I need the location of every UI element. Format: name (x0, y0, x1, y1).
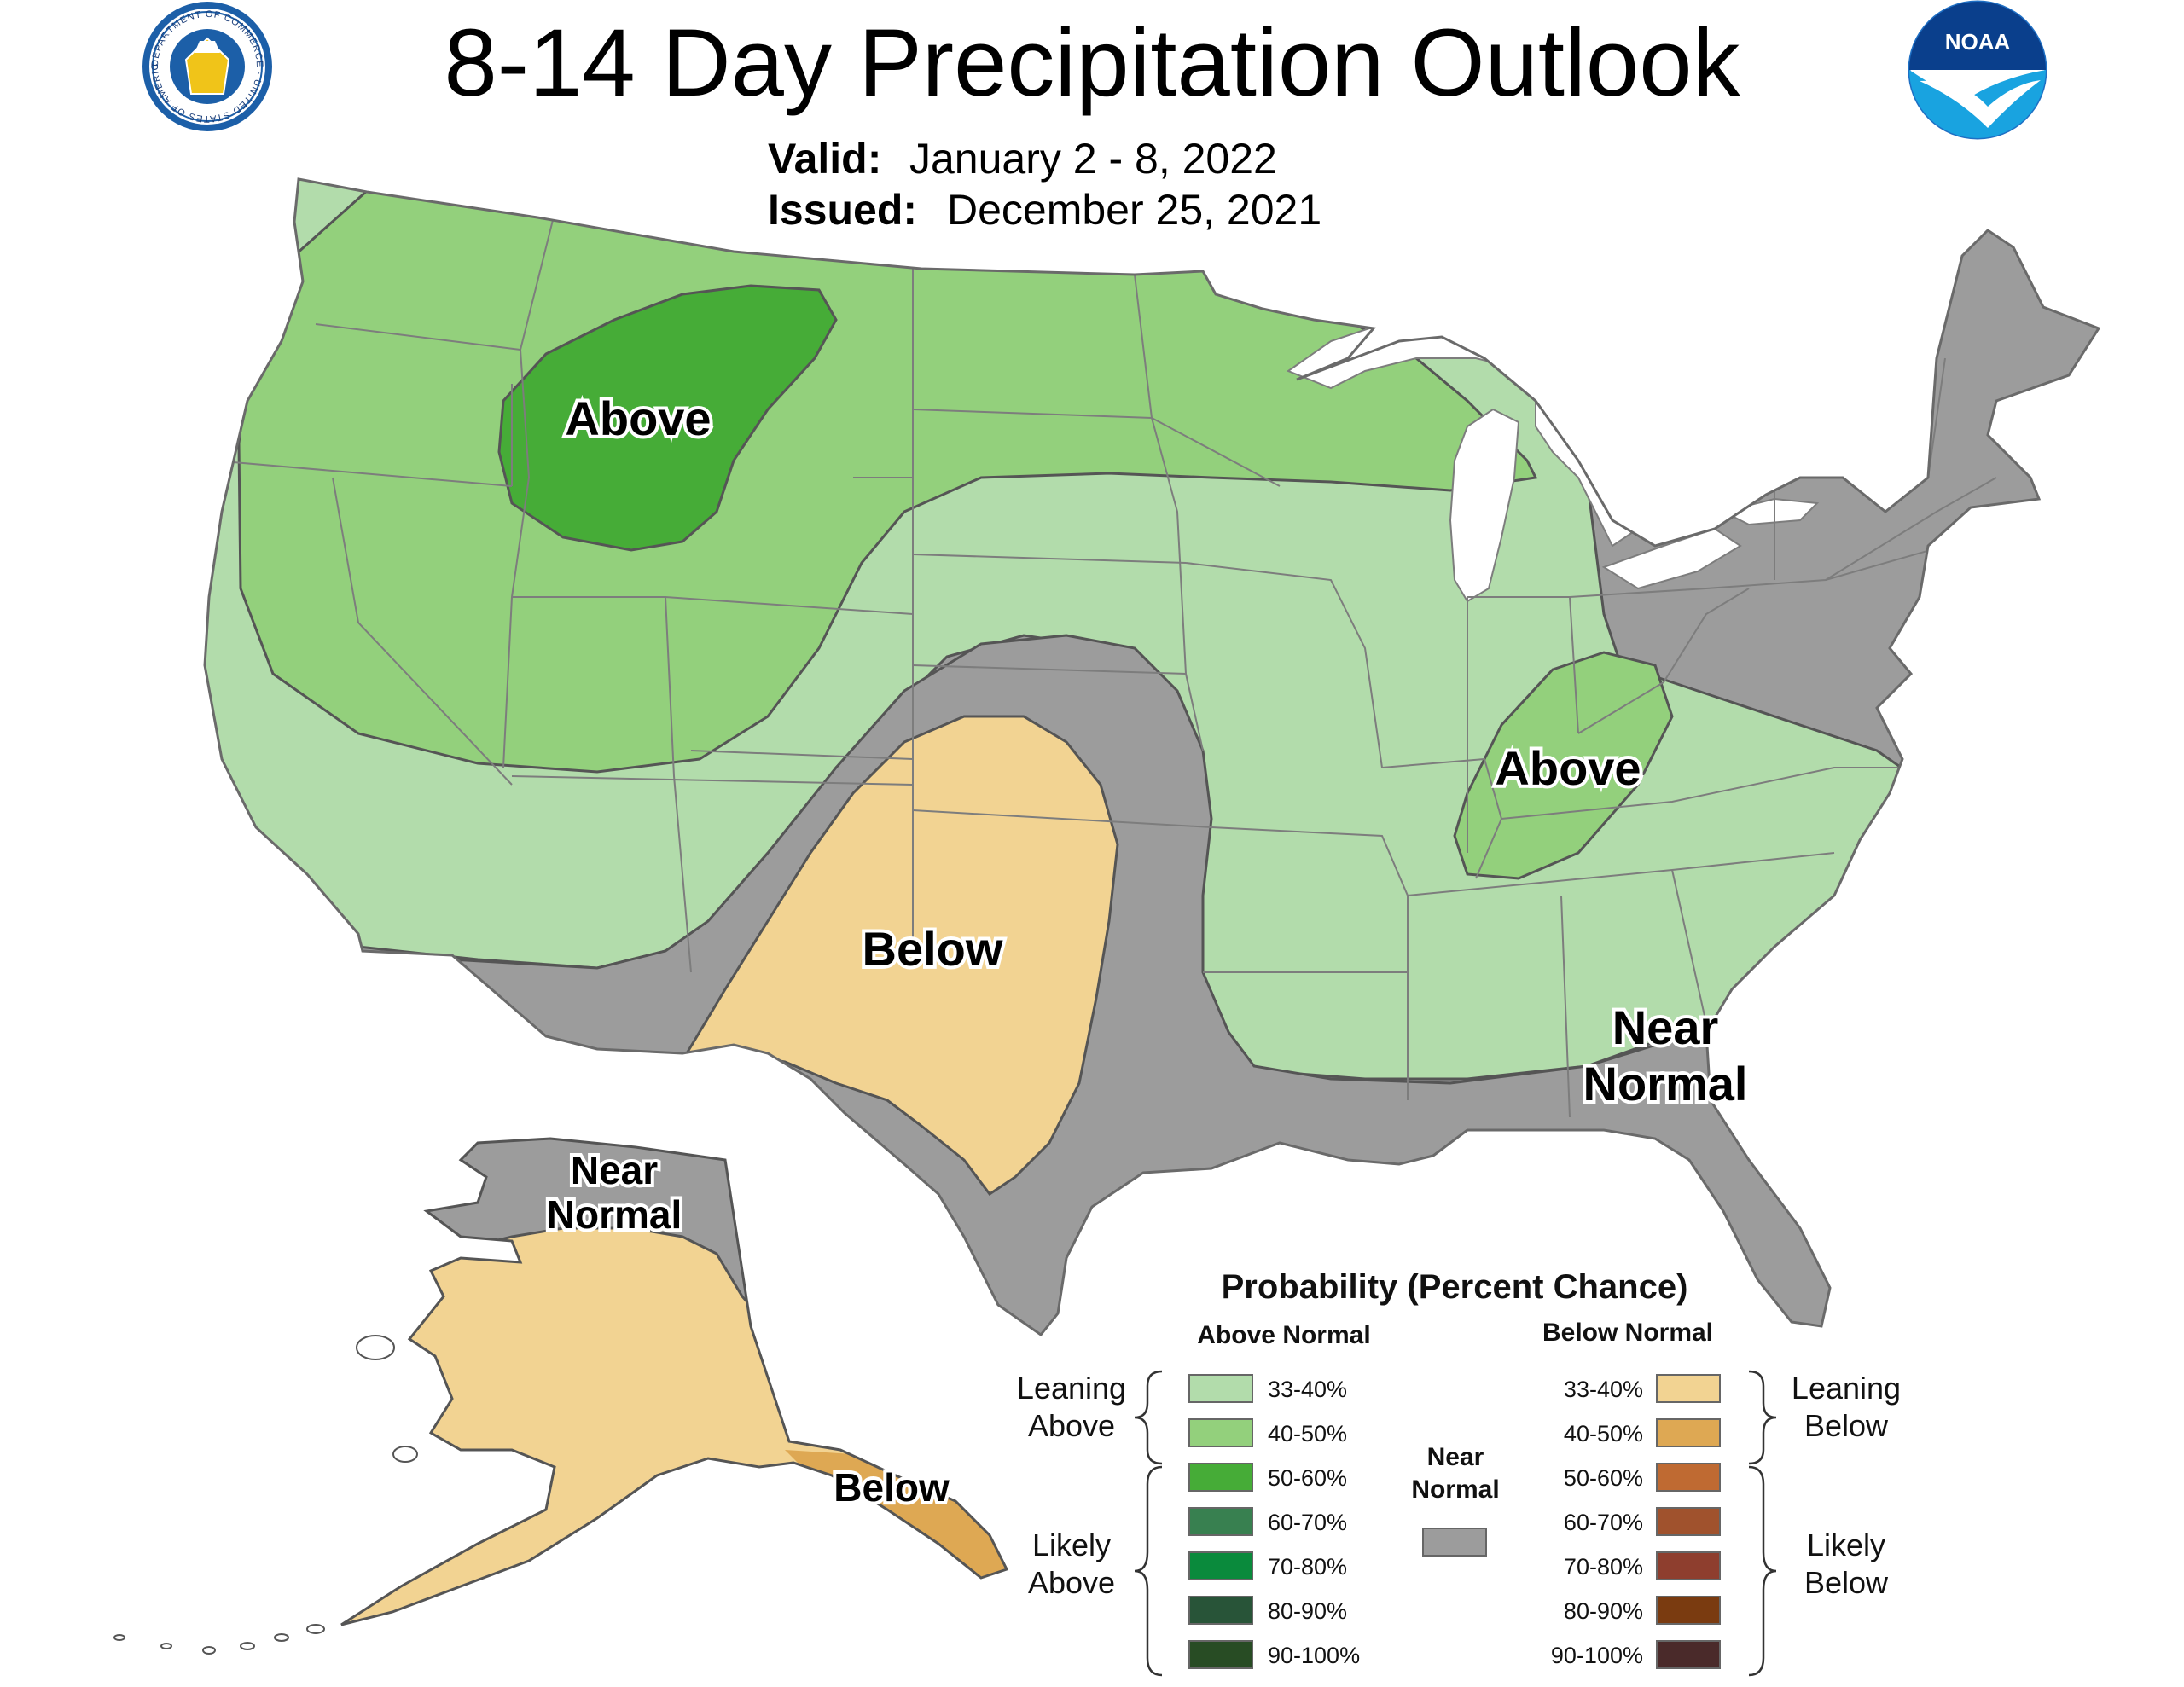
region-above-50-60 (497, 284, 838, 552)
legend-above-items: 33-40% 40-50% 50-60% 60-70% 70-80% 80-90% 90-1… (1188, 1374, 1360, 1669)
legend-above-label-0: 33-40% (1268, 1377, 1347, 1402)
brace-leaning-below (1748, 1370, 1777, 1465)
legend-above-swatch-6 (1188, 1640, 1253, 1669)
legend-below-label-2: 50-60% (1564, 1465, 1643, 1491)
legend-below-label-6: 90-100% (1551, 1643, 1643, 1668)
brace-likely-above (1134, 1465, 1163, 1677)
label-below-southern-plains: Below (863, 922, 1003, 976)
legend-above-swatch-4 (1188, 1551, 1253, 1580)
aleutian-islands (113, 1335, 418, 1655)
label-alaska-near-normal-1: Near (571, 1148, 658, 1192)
legend-likely-above-2: Above (1028, 1565, 1115, 1600)
legend: Probability (Percent Chance) Above Norma… (1017, 1268, 1901, 1677)
lake-erie (1601, 527, 1742, 590)
legend-below-items: 33-40% 40-50% 50-60% 60-70% 70-80% 80-90% 90-1… (1551, 1374, 1721, 1669)
legend-below-swatch-5 (1656, 1596, 1721, 1625)
legend-above-swatch-1 (1188, 1418, 1253, 1447)
legend-below-swatch-1 (1656, 1418, 1721, 1447)
legend-above-swatch-3 (1188, 1507, 1253, 1536)
legend-likely-below-2: Below (1804, 1565, 1889, 1600)
label-alaska-near-normal-2: Normal (547, 1192, 682, 1237)
legend-title: Probability (Percent Chance) (1222, 1268, 1688, 1306)
page-title: 8-14 Day Precipitation Outlook (444, 9, 1741, 116)
legend-above-header: Above Normal (1197, 1321, 1370, 1349)
legend-below-label-3: 60-70% (1564, 1510, 1643, 1535)
legend-below-header: Below Normal (1542, 1319, 1713, 1347)
legend-above-label-5: 80-90% (1268, 1598, 1347, 1624)
legend-above-label-4: 70-80% (1268, 1554, 1347, 1580)
legend-below-label-1: 40-50% (1564, 1421, 1643, 1446)
issued-label: Issued: (768, 186, 917, 234)
brace-likely-below (1748, 1465, 1777, 1677)
valid-value: January 2 - 8, 2022 (909, 135, 1277, 183)
legend-below-label-4: 70-80% (1564, 1554, 1643, 1580)
conus-map (203, 177, 2100, 1336)
legend-below-label-0: 33-40% (1564, 1377, 1643, 1402)
legend-above-label-3: 60-70% (1268, 1510, 1347, 1535)
legend-above-swatch-2 (1188, 1463, 1253, 1492)
legend-below-swatch-2 (1656, 1463, 1721, 1492)
legend-leaning-above-2: Above (1028, 1408, 1115, 1443)
commerce-seal-logo: DEPARTMENT OF COMMERCE · UNITED STATES O… (0, 0, 272, 131)
header: 8-14 Day Precipitation Outlook Valid: Ja… (444, 9, 1741, 234)
legend-above-label-2: 50-60% (1268, 1465, 1347, 1491)
label-above-ohio-valley: Above (1495, 741, 1641, 795)
label-above-northwest: Above (565, 391, 711, 445)
legend-below-label-5: 80-90% (1564, 1598, 1643, 1624)
legend-below-swatch-3 (1656, 1507, 1721, 1536)
legend-above-label-6: 90-100% (1268, 1643, 1360, 1668)
legend-leaning-below-2: Below (1804, 1408, 1889, 1443)
legend-likely-below-1: Likely (1807, 1528, 1885, 1562)
legend-below-swatch-0 (1656, 1374, 1721, 1403)
state-boundaries (212, 212, 1997, 1118)
legend-near-normal-swatch (1422, 1528, 1487, 1557)
alaska-outline (340, 1137, 1009, 1626)
issued-value: December 25, 2021 (947, 186, 1321, 234)
lake-ontario (1721, 497, 1820, 526)
legend-leaning-below-1: Leaning (1792, 1371, 1901, 1406)
label-near-normal-southeast-2: Normal (1583, 1057, 1748, 1110)
valid-label: Valid: (768, 135, 881, 183)
label-near-normal-southeast-1: Near (1612, 1000, 1719, 1054)
label-alaska-below: Below (834, 1465, 950, 1510)
brace-leaning-above (1134, 1370, 1163, 1465)
legend-near-label-1: Near (1427, 1443, 1484, 1471)
legend-below-swatch-6 (1656, 1640, 1721, 1669)
legend-leaning-above-1: Leaning (1017, 1371, 1126, 1406)
region-below-33-40 (684, 715, 1119, 1197)
legend-likely-above-1: Likely (1032, 1528, 1111, 1562)
legend-above-swatch-0 (1188, 1374, 1253, 1403)
lake-michigan (1449, 408, 1520, 603)
noaa-logo-text: NOAA (1945, 29, 2011, 55)
legend-above-swatch-5 (1188, 1596, 1253, 1625)
legend-below-swatch-4 (1656, 1551, 1721, 1580)
alaska-map (113, 1137, 1009, 1655)
legend-near-label-2: Normal (1411, 1475, 1499, 1504)
noaa-logo: NOAA (1908, 0, 2048, 140)
legend-above-label-1: 40-50% (1268, 1421, 1347, 1446)
region-labels: Above Above Below Near Normal Near Norma… (543, 388, 1751, 1513)
